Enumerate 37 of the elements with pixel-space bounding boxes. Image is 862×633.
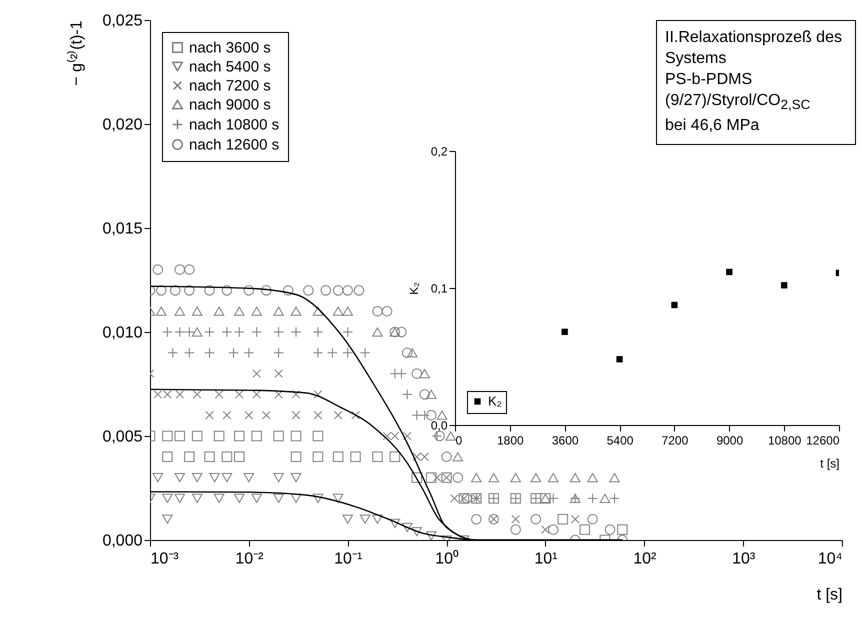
x-tick-label: 10⁰ xyxy=(435,550,459,568)
legend-label: K₂ xyxy=(488,394,502,408)
y-tick-label: 0,015 xyxy=(102,220,143,238)
chart-title: II.Relaxationsprozeß des Systems PS-b-PDMS (9/27)/Styrol/CO$_{2,SC}$ bei 46,6 MPa xyxy=(665,29,842,134)
x-tick-label: 5400 xyxy=(606,434,634,448)
y-tick-label: 0,2 xyxy=(430,144,448,158)
legend-label: nach 9000 s xyxy=(189,96,271,114)
x-tick-label: 12600 xyxy=(806,434,840,448)
x-tick-label: 9000 xyxy=(716,434,744,448)
legend-label: nach 5400 s xyxy=(189,58,271,76)
x-tick-label: 10⁻¹ xyxy=(334,550,362,568)
x-tick-label: 1800 xyxy=(497,434,524,448)
legend-label: nach 7200 s xyxy=(189,78,271,94)
x-tick-label: 3600 xyxy=(552,434,579,448)
y-axis-title: − g⁽²⁾(t)-1 xyxy=(66,20,86,86)
legend-label: nach 10800 s xyxy=(189,116,280,134)
y-tick-label: 0,020 xyxy=(102,116,143,134)
x-tick-label: 10¹ xyxy=(534,550,558,568)
y-tick-label: 0,025 xyxy=(102,12,143,30)
x-tick-label: 0 xyxy=(456,434,462,448)
x-tick-label: 7200 xyxy=(662,434,689,448)
x-tick-label: 10⁴ xyxy=(818,550,843,568)
y-tick-label: 0,010 xyxy=(102,324,143,342)
x-axis-title: t [s] xyxy=(820,456,840,470)
x-tick-label: 10⁻³ xyxy=(150,550,180,568)
x-tick-label: 10⁻² xyxy=(235,550,264,568)
y-axis-title: K₂ xyxy=(406,282,421,295)
legend-label: nach 3600 s xyxy=(189,40,271,56)
y-tick-label: 0,005 xyxy=(102,428,143,446)
x-axis-title: t [s] xyxy=(816,586,842,604)
x-tick-label: 10³ xyxy=(732,550,756,568)
y-tick-label: 0,1 xyxy=(430,282,448,296)
legend-label: nach 12600 s xyxy=(189,136,280,154)
y-tick-label: 0,000 xyxy=(102,532,143,550)
x-tick-label: 10800 xyxy=(768,434,802,448)
y-tick-label: 0,0 xyxy=(430,418,448,432)
x-tick-label: 10² xyxy=(633,550,658,568)
